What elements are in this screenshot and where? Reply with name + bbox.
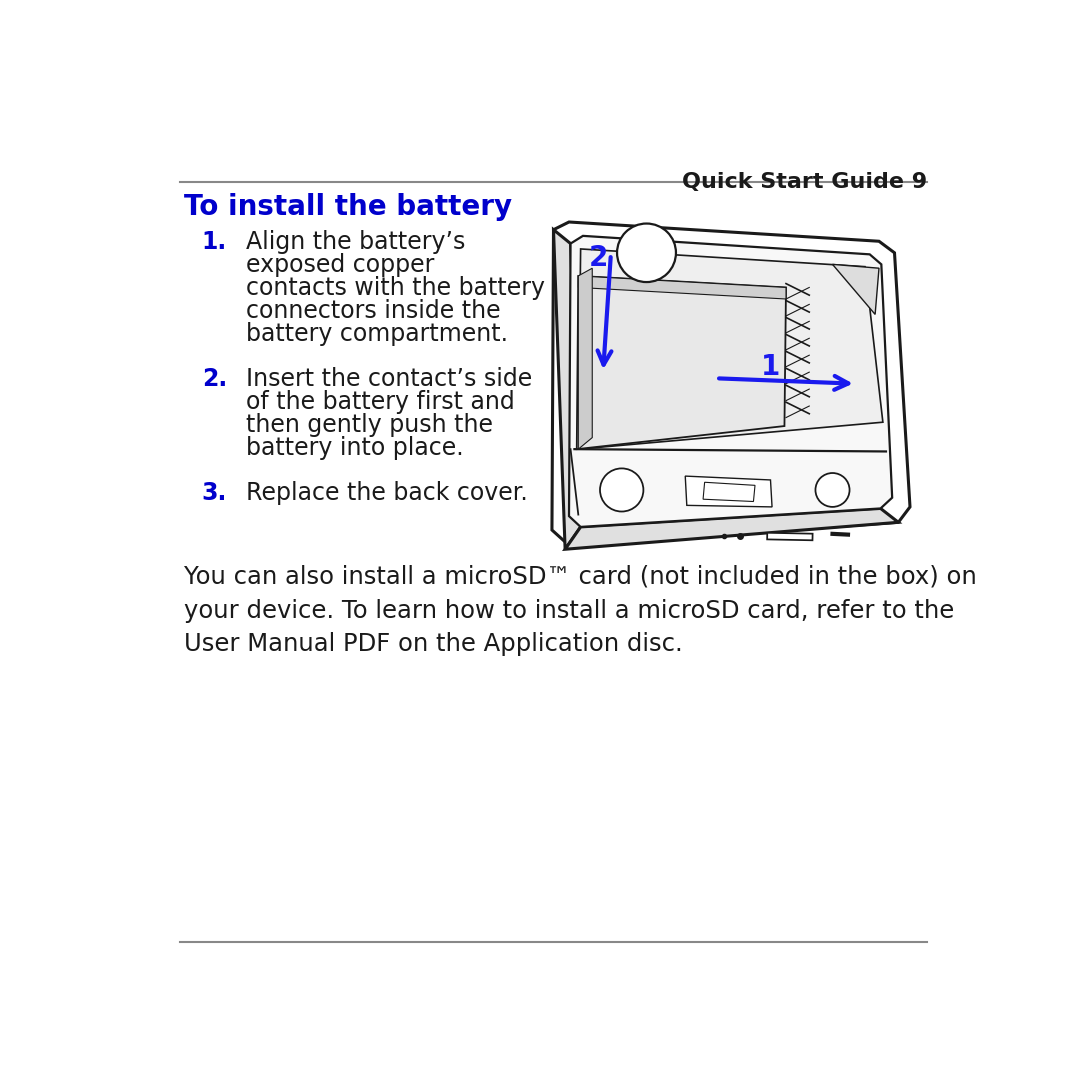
Polygon shape — [578, 249, 882, 449]
Text: You can also install a microSD™ card (not included in the box) on: You can also install a microSD™ card (no… — [184, 565, 976, 589]
Text: Quick Start Guide 9: Quick Start Guide 9 — [681, 172, 927, 192]
Text: Align the battery’s: Align the battery’s — [246, 230, 465, 254]
Text: Replace the back cover.: Replace the back cover. — [246, 481, 527, 504]
Polygon shape — [578, 268, 592, 449]
Polygon shape — [569, 235, 892, 527]
Text: connectors inside the: connectors inside the — [246, 299, 500, 323]
Text: your device. To learn how to install a microSD card, refer to the: your device. To learn how to install a m… — [184, 598, 954, 622]
Text: Insert the contact’s side: Insert the contact’s side — [246, 367, 532, 391]
Polygon shape — [554, 230, 581, 550]
Polygon shape — [552, 222, 910, 545]
Circle shape — [815, 473, 850, 507]
Polygon shape — [565, 509, 899, 550]
Text: exposed copper: exposed copper — [246, 253, 434, 276]
Text: To install the battery: To install the battery — [184, 192, 512, 220]
Text: of the battery first and: of the battery first and — [246, 390, 514, 414]
Circle shape — [617, 224, 676, 282]
Text: User Manual PDF on the Application disc.: User Manual PDF on the Application disc. — [184, 633, 683, 657]
Text: battery compartment.: battery compartment. — [246, 322, 508, 346]
Text: 3.: 3. — [202, 481, 227, 504]
Polygon shape — [578, 275, 786, 299]
Text: 1: 1 — [761, 353, 780, 381]
Text: 2.: 2. — [202, 367, 227, 391]
Circle shape — [600, 469, 644, 512]
Polygon shape — [577, 275, 786, 449]
Polygon shape — [685, 476, 772, 507]
Text: battery into place.: battery into place. — [246, 436, 463, 460]
Polygon shape — [833, 265, 879, 314]
Text: contacts with the battery: contacts with the battery — [246, 275, 544, 300]
Text: 2: 2 — [589, 244, 608, 271]
Text: then gently push the: then gently push the — [246, 413, 492, 437]
Text: 1.: 1. — [202, 230, 227, 254]
